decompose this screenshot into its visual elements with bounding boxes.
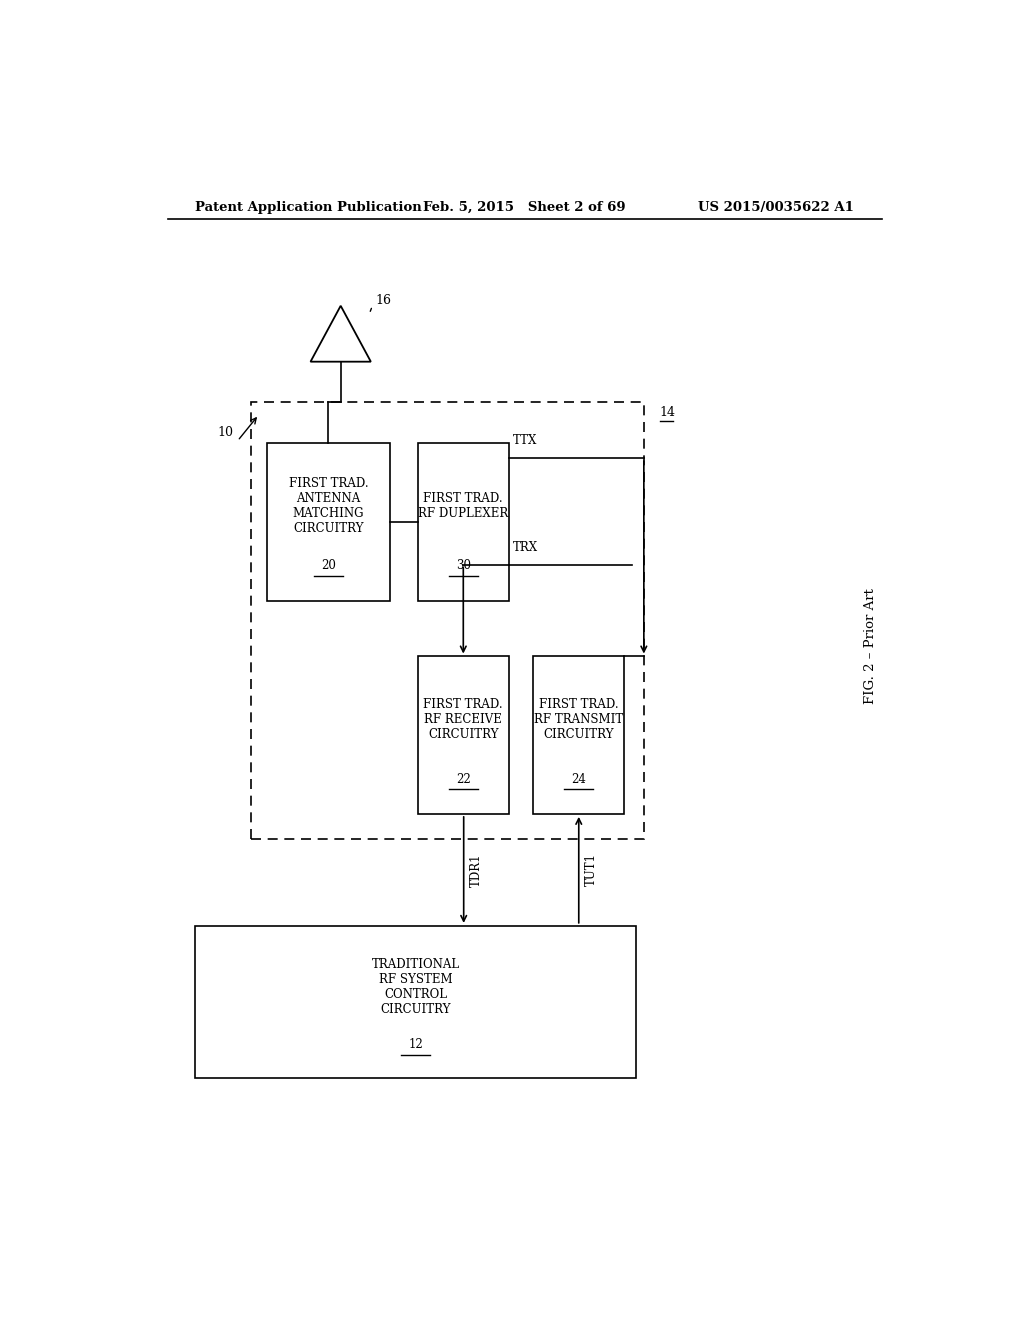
Text: FIRST TRAD.
ANTENNA
MATCHING
CIRCUITRY: FIRST TRAD. ANTENNA MATCHING CIRCUITRY bbox=[289, 477, 369, 535]
Text: US 2015/0035622 A1: US 2015/0035622 A1 bbox=[698, 201, 854, 214]
Text: FIRST TRAD.
RF RECEIVE
CIRCUITRY: FIRST TRAD. RF RECEIVE CIRCUITRY bbox=[424, 698, 503, 741]
Bar bbox=[267, 444, 390, 601]
Text: Patent Application Publication: Patent Application Publication bbox=[196, 201, 422, 214]
Bar bbox=[418, 444, 509, 601]
Text: TDR1: TDR1 bbox=[470, 853, 483, 887]
Text: 22: 22 bbox=[456, 772, 471, 785]
Text: TTX: TTX bbox=[513, 434, 538, 447]
Text: TRADITIONAL
RF SYSTEM
CONTROL
CIRCUITRY: TRADITIONAL RF SYSTEM CONTROL CIRCUITRY bbox=[372, 958, 460, 1016]
Text: 14: 14 bbox=[659, 407, 676, 418]
Bar bbox=[532, 656, 624, 814]
Text: Feb. 5, 2015   Sheet 2 of 69: Feb. 5, 2015 Sheet 2 of 69 bbox=[424, 201, 626, 214]
Text: FIRST TRAD.
RF DUPLEXER: FIRST TRAD. RF DUPLEXER bbox=[418, 492, 509, 520]
Text: 10: 10 bbox=[217, 426, 233, 440]
Bar bbox=[196, 925, 636, 1078]
Text: FIRST TRAD.
RF TRANSMIT
CIRCUITRY: FIRST TRAD. RF TRANSMIT CIRCUITRY bbox=[534, 698, 623, 741]
Text: 20: 20 bbox=[321, 560, 336, 573]
Text: 30: 30 bbox=[456, 560, 471, 573]
Bar bbox=[251, 403, 644, 840]
Bar bbox=[418, 656, 509, 814]
Text: 16: 16 bbox=[376, 294, 391, 308]
Text: 12: 12 bbox=[409, 1039, 423, 1051]
Text: TRX: TRX bbox=[513, 541, 538, 553]
Text: 24: 24 bbox=[571, 772, 586, 785]
Text: TUT1: TUT1 bbox=[585, 854, 598, 887]
Text: FIG. 2 – Prior Art: FIG. 2 – Prior Art bbox=[863, 589, 877, 704]
